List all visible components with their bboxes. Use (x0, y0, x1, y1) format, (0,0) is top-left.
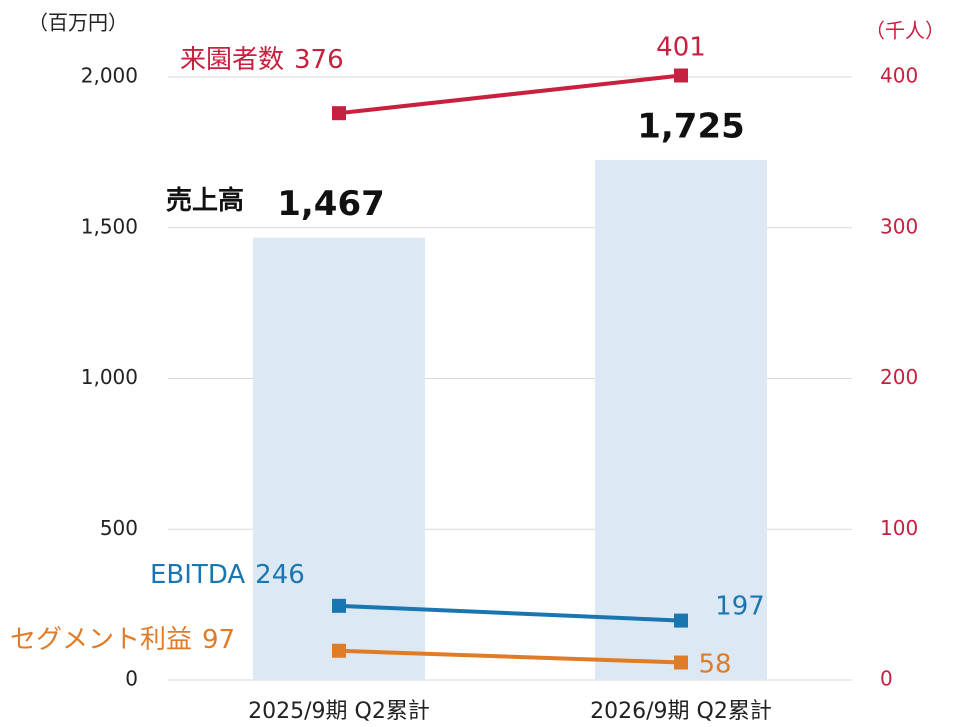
line (338, 603, 682, 623)
value-label: 197 (715, 592, 765, 622)
line (338, 73, 682, 116)
marker (674, 655, 688, 670)
bar (253, 237, 425, 680)
bar-value-label: 1,467 (277, 184, 385, 224)
marker (674, 613, 688, 628)
marker (332, 598, 346, 613)
marker (674, 68, 688, 83)
legend-label: 来園者数 (180, 45, 284, 75)
y2-tick-label: 400 (880, 64, 918, 88)
series-label: セグメント利益 97 (10, 625, 235, 655)
y-tick-label: 0 (125, 667, 138, 691)
y-tick-label: 500 (100, 516, 138, 540)
marker (332, 643, 346, 658)
bar-value-label: 1,725 (637, 106, 745, 146)
x-tick-label: 2026/9期 Q2累計 (590, 699, 772, 724)
series-label: EBITDA 246 (150, 560, 305, 590)
y2-tick-label: 300 (880, 214, 918, 238)
value-label: 376 (294, 45, 344, 75)
y-tick-label: 1,000 (81, 365, 138, 389)
y-tick-label: 2,000 (81, 64, 138, 88)
legend-label: 売上高 (166, 185, 244, 216)
y2-tick-label: 0 (880, 667, 893, 691)
y2-tick-label: 100 (880, 516, 918, 540)
marker (332, 106, 346, 121)
bar (595, 159, 767, 681)
value-label: 97 (202, 625, 235, 655)
line (338, 648, 682, 665)
legend-label: セグメント利益 (10, 625, 192, 655)
y2-tick-label: 200 (880, 365, 918, 389)
y-tick-label: 1,500 (81, 214, 138, 238)
value-label: 401 (656, 33, 706, 63)
series-label: 来園者数 376 (180, 45, 344, 75)
value-label: 58 (698, 650, 731, 680)
y-unit-label: （百万円） (28, 11, 128, 35)
value-label: 246 (255, 560, 305, 590)
legend-label: EBITDA (150, 560, 245, 590)
y2-unit-label: （千人） (865, 19, 945, 43)
x-tick-label: 2025/9期 Q2累計 (248, 699, 430, 724)
